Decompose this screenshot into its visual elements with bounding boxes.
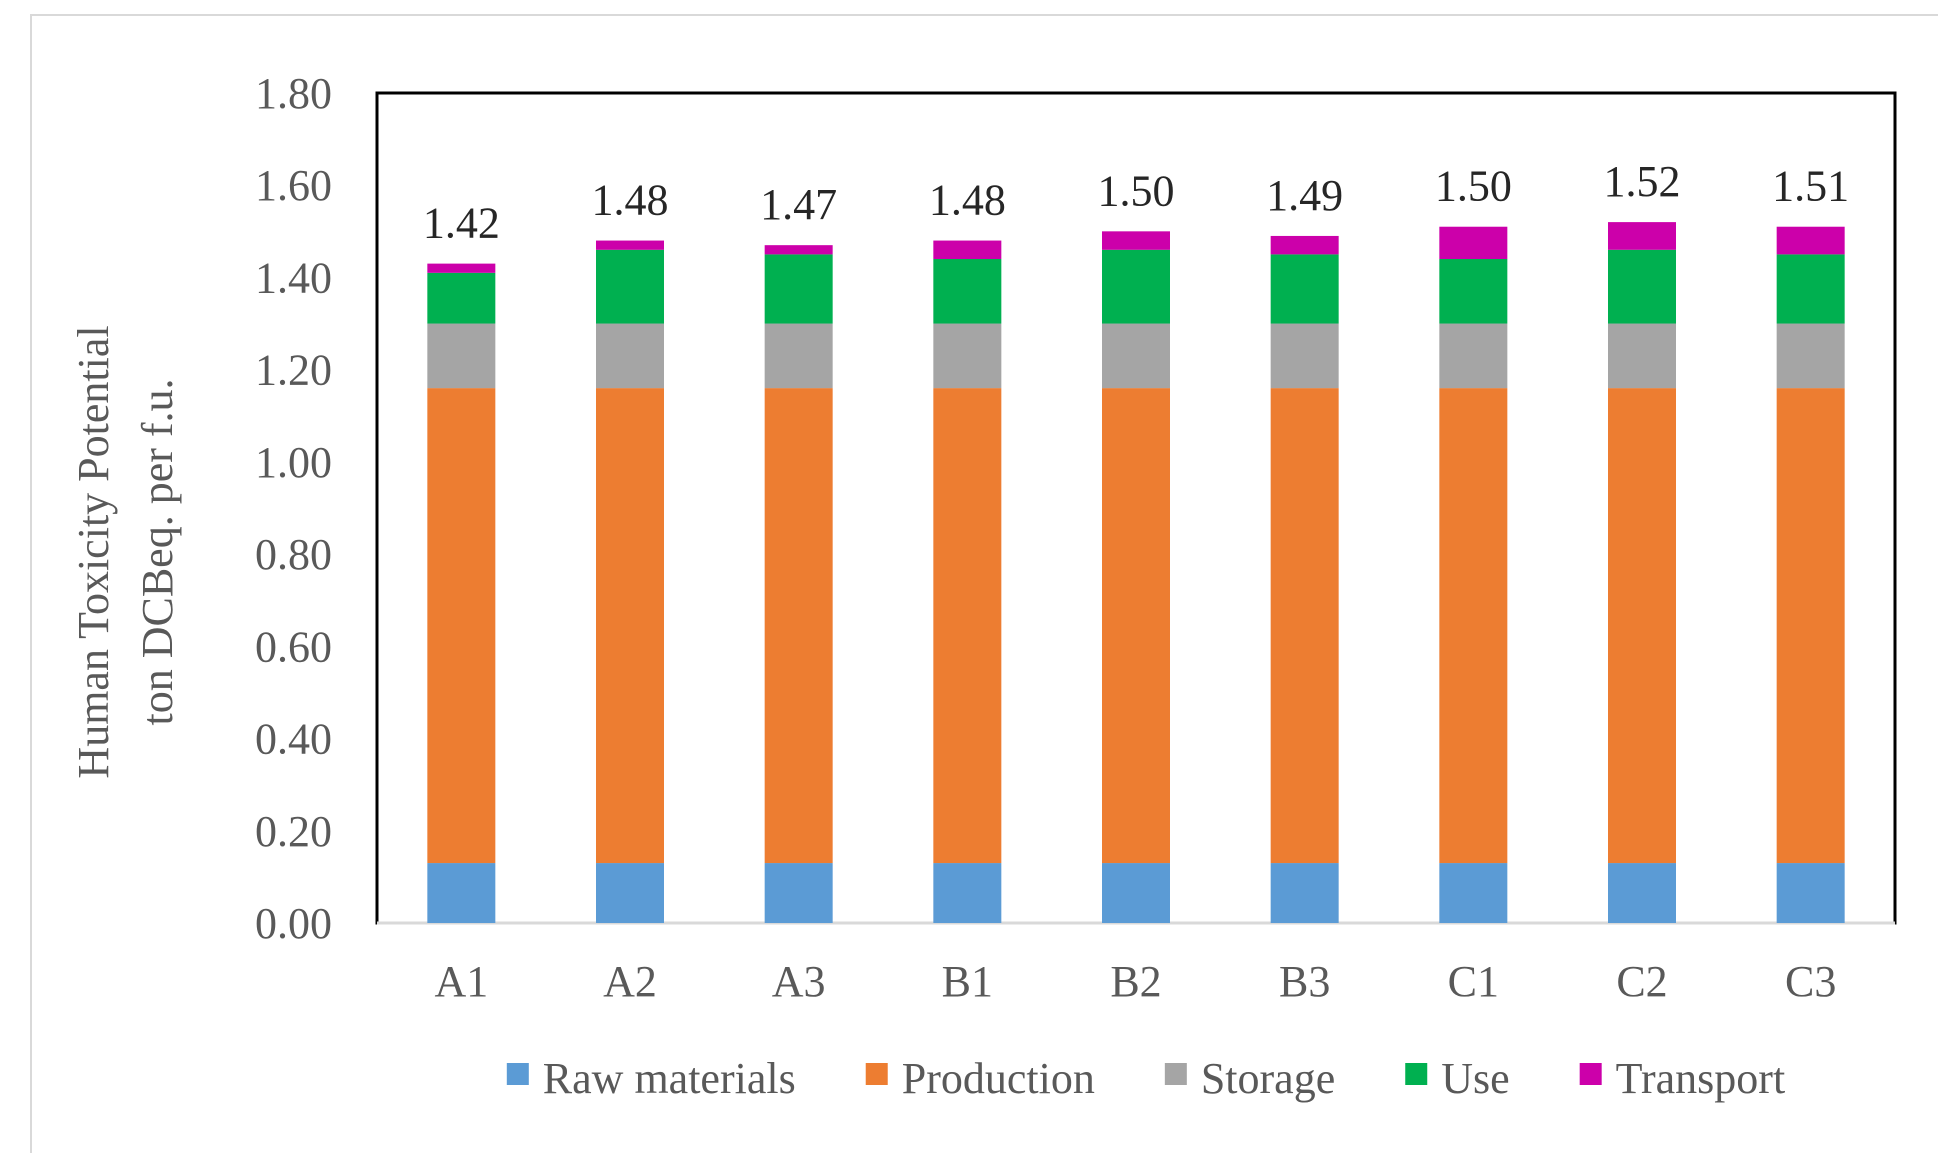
bar-segment-A3-raw-materials (764, 863, 833, 923)
legend-label: Use (1441, 1054, 1509, 1103)
bar-segment-C2-raw-materials (1608, 863, 1676, 923)
x-axis-ticks: A1 A2 A3 B1 B2 B3 C1 C2 C3 (434, 957, 1836, 1006)
legend-item-storage: Storage (1164, 1054, 1335, 1103)
bar-segment-A3-use (764, 254, 833, 324)
x-tick-label: A2 (603, 957, 657, 1006)
bar-segment-A2-storage (596, 323, 664, 389)
bar-segment-C2-transport (1608, 222, 1676, 250)
bar-segment-C3-raw-materials (1776, 863, 1845, 923)
bar-segment-A1-raw-materials (427, 863, 496, 923)
bar-segment-B2-production (1102, 388, 1170, 864)
total-label: 1.42 (423, 199, 500, 248)
total-label: 1.47 (760, 180, 837, 229)
total-label: 1.48 (592, 176, 669, 225)
bar-segment-B3-storage (1270, 323, 1339, 389)
bar-segment-C3-transport (1776, 226, 1845, 255)
bar-segment-C1-storage (1439, 323, 1508, 389)
bar-segment-B2-storage (1102, 323, 1170, 389)
y-axis-ticks: 0.00 0.20 0.40 0.60 0.80 1.00 1.20 1.40 1.60 1.80 (255, 69, 332, 948)
bars (427, 222, 1845, 923)
y-tick-label: 1.80 (255, 69, 332, 118)
legend-swatch (865, 1063, 888, 1085)
legend-swatch (1579, 1063, 1602, 1085)
legend-label: Production (902, 1054, 1095, 1103)
y-tick-label: 1.60 (255, 161, 332, 210)
x-tick-label: C3 (1785, 957, 1836, 1006)
y-tick-label: 1.40 (255, 253, 332, 302)
bar-segment-B1-transport (933, 240, 1002, 259)
y-tick-label: 0.60 (255, 622, 332, 671)
x-tick-label: B3 (1279, 957, 1330, 1006)
x-tick-label: B1 (942, 957, 993, 1006)
bar-segment-C1-production (1439, 388, 1508, 864)
bar-segment-A1-transport (427, 263, 496, 273)
x-tick-label: C2 (1616, 957, 1667, 1006)
y-axis-title-line1: Human Toxicity Potential (69, 325, 118, 778)
legend-item-production: Production (865, 1054, 1095, 1103)
total-label: 1.52 (1604, 157, 1681, 206)
bar-segment-B1-raw-materials (933, 863, 1002, 923)
x-tick-label: A3 (772, 957, 826, 1006)
bar-segment-C3-use (1776, 254, 1845, 324)
legend-label: Raw materials (543, 1054, 796, 1103)
y-tick-label: 0.80 (255, 530, 332, 579)
x-tick-label: C1 (1448, 957, 1499, 1006)
bar-segment-C3-production (1776, 388, 1845, 864)
total-labels: 1.42 1.48 1.47 1.48 1.50 1.49 1.50 1.52 1.51 (423, 157, 1849, 248)
bar-segment-B1-use (933, 259, 1002, 324)
bar-segment-A3-transport (764, 245, 833, 255)
y-tick-label: 1.00 (255, 438, 332, 487)
bar-segment-A2-raw-materials (596, 863, 664, 923)
bar-segment-C3-storage (1776, 323, 1845, 389)
bar-segment-A1-use (427, 272, 496, 324)
bar-segment-C1-raw-materials (1439, 863, 1508, 923)
bar-segment-A2-transport (596, 240, 664, 250)
bar-segment-B3-production (1270, 388, 1339, 864)
bar-segment-A3-production (764, 388, 833, 864)
total-label: 1.50 (1435, 162, 1512, 211)
total-label: 1.48 (929, 176, 1006, 225)
bar-segment-C1-use (1439, 259, 1508, 324)
legend: Raw materials Production Storage Use Transpo… (506, 1054, 1786, 1103)
y-axis-title: Human Toxicity Potential ton DCBeq. per … (69, 325, 182, 778)
y-tick-label: 1.20 (255, 346, 332, 395)
bar-segment-C2-storage (1608, 323, 1676, 389)
legend-item-use: Use (1405, 1054, 1510, 1103)
bar-segment-B1-storage (933, 323, 1002, 389)
x-tick-label: B2 (1110, 957, 1161, 1006)
y-tick-label: 0.40 (255, 715, 332, 764)
bar-segment-B3-raw-materials (1270, 863, 1339, 923)
bar-segment-B2-raw-materials (1102, 863, 1170, 923)
legend-swatch (1164, 1063, 1187, 1085)
bar-segment-A2-use (596, 249, 664, 324)
total-label: 1.49 (1266, 171, 1343, 220)
bar-segment-B3-transport (1270, 235, 1339, 255)
legend-label: Storage (1201, 1054, 1335, 1103)
legend-label: Transport (1616, 1054, 1786, 1103)
bar-segment-B1-production (933, 388, 1002, 864)
bar-segment-B2-transport (1102, 231, 1170, 250)
legend-swatch (1405, 1063, 1428, 1085)
bar-segment-A1-production (427, 388, 496, 864)
legend-item-raw-materials: Raw materials (506, 1054, 796, 1103)
bar-segment-A1-storage (427, 323, 496, 389)
bar-segment-A2-production (596, 388, 664, 864)
total-label: 1.50 (1098, 166, 1175, 215)
bar-segment-A3-storage (764, 323, 833, 389)
x-tick-label: A1 (434, 957, 488, 1006)
total-label: 1.51 (1772, 162, 1849, 211)
y-tick-label: 0.00 (255, 899, 332, 948)
bar-segment-C1-transport (1439, 226, 1508, 259)
legend-swatch (506, 1063, 529, 1085)
bar-segment-B3-use (1270, 254, 1339, 324)
legend-item-transport: Transport (1579, 1054, 1786, 1103)
bar-segment-C2-production (1608, 388, 1676, 864)
bar-segment-B2-use (1102, 249, 1170, 324)
bar-segment-C2-use (1608, 249, 1676, 324)
y-axis-title-line2: ton DCBeq. per f.u. (133, 378, 182, 725)
y-tick-label: 0.20 (255, 807, 332, 856)
